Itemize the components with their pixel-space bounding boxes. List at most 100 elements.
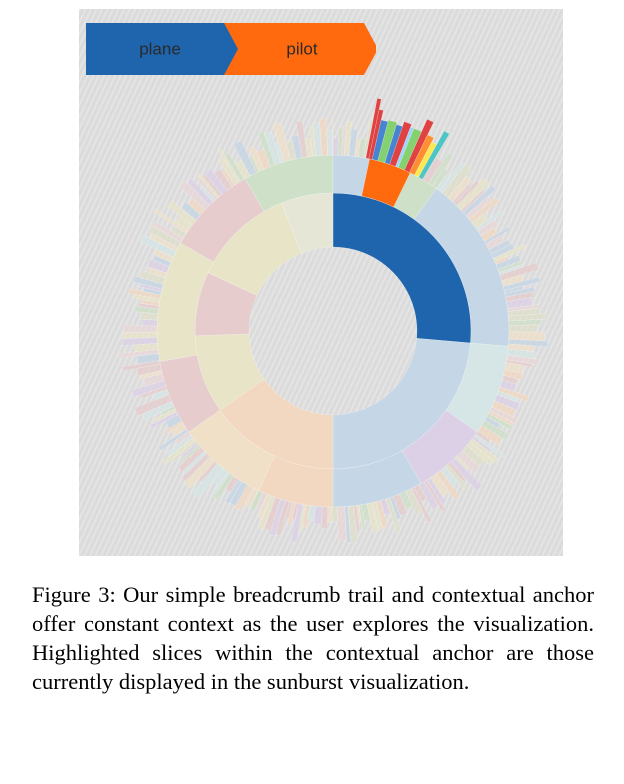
sunburst-ring3-slice[interactable] bbox=[139, 283, 163, 293]
sunburst-ring3-slice[interactable] bbox=[436, 174, 451, 192]
sunburst-ring3-slice[interactable] bbox=[380, 498, 391, 516]
sunburst-ring3-slice[interactable] bbox=[291, 502, 299, 520]
sunburst-ring3-slice[interactable] bbox=[491, 400, 516, 417]
sunburst-ring3-slice[interactable] bbox=[248, 145, 265, 172]
sunburst-ring3-slice[interactable] bbox=[348, 128, 358, 157]
sunburst-ring3-slice[interactable] bbox=[166, 434, 194, 457]
sunburst-ring3-slice[interactable] bbox=[313, 505, 323, 525]
sunburst-ring3-slice[interactable] bbox=[139, 270, 166, 285]
sunburst-ring3-slice[interactable] bbox=[204, 168, 228, 195]
sunburst-ring3-slice[interactable] bbox=[475, 430, 491, 443]
sunburst-ring3-slice[interactable] bbox=[170, 225, 187, 239]
sunburst-ring3-slice[interactable] bbox=[481, 419, 510, 441]
sunburst-ring3-slice[interactable] bbox=[337, 506, 347, 541]
sunburst-ring3-slice[interactable] bbox=[365, 98, 382, 159]
sunburst-ring3-slice[interactable] bbox=[508, 339, 549, 347]
sunburst-ring3-slice[interactable] bbox=[504, 286, 536, 298]
sunburst-ring3-slice[interactable] bbox=[174, 431, 192, 445]
sunburst-ring3-slice[interactable] bbox=[224, 479, 243, 504]
sunburst-ring3-slice[interactable] bbox=[504, 362, 525, 374]
sunburst-ring3-slice[interactable] bbox=[179, 180, 210, 211]
sunburst-ring3-slice[interactable] bbox=[212, 473, 235, 500]
sunburst-ring3-slice[interactable] bbox=[140, 370, 163, 380]
sunburst-ring3-slice[interactable] bbox=[454, 455, 470, 471]
sunburst-ring3-slice[interactable] bbox=[142, 373, 165, 387]
sunburst-ring3-slice[interactable] bbox=[298, 504, 307, 532]
sunburst-ring3-slice[interactable] bbox=[507, 304, 540, 312]
sunburst-ring3-slice[interactable] bbox=[505, 291, 535, 302]
sunburst-ring3-slice[interactable] bbox=[485, 234, 506, 250]
sunburst-ring3-slice[interactable] bbox=[153, 389, 170, 401]
sunburst-ring3-slice[interactable] bbox=[285, 501, 293, 519]
sunburst-ring3-slice[interactable] bbox=[269, 498, 286, 537]
sunburst-ring3-slice[interactable] bbox=[332, 137, 339, 156]
sunburst-ring3-slice[interactable] bbox=[490, 243, 515, 259]
sunburst-ring3-slice[interactable] bbox=[290, 503, 304, 543]
sunburst-ring3-slice[interactable] bbox=[477, 219, 499, 237]
sunburst-ring3-slice[interactable] bbox=[471, 213, 489, 229]
sunburst-ring3-slice[interactable] bbox=[218, 157, 239, 186]
sunburst-ring3-slice[interactable] bbox=[275, 500, 290, 536]
sunburst-ring3-slice[interactable] bbox=[462, 185, 497, 216]
sunburst-ring3-slice[interactable] bbox=[132, 294, 161, 303]
sunburst-ring3-slice[interactable] bbox=[418, 481, 439, 510]
sunburst-ring3-slice[interactable] bbox=[327, 506, 333, 523]
sunburst-ring3-slice[interactable] bbox=[326, 129, 333, 156]
sunburst-chart[interactable] bbox=[79, 9, 563, 556]
sunburst-ring3-slice[interactable] bbox=[488, 239, 511, 255]
sunburst-ring3-slice[interactable] bbox=[131, 380, 167, 398]
sunburst-ring3-slice[interactable] bbox=[385, 497, 402, 533]
sunburst-ring3-slice[interactable] bbox=[366, 502, 379, 533]
sunburst-ring3-slice[interactable] bbox=[134, 343, 159, 353]
sunburst-ring3-slice[interactable] bbox=[137, 302, 160, 310]
sunburst-ring3-slice[interactable] bbox=[170, 422, 187, 437]
sunburst-ring3-slice[interactable] bbox=[160, 405, 176, 416]
sunburst-ring3-slice[interactable] bbox=[356, 504, 362, 523]
sunburst-pilot-slice[interactable] bbox=[361, 158, 411, 208]
sunburst-ring3-slice[interactable] bbox=[368, 109, 384, 160]
sunburst-ring3-slice[interactable] bbox=[164, 414, 183, 429]
sunburst-ring3-slice[interactable] bbox=[274, 141, 285, 164]
sunburst-ring3-slice[interactable] bbox=[504, 285, 524, 294]
sunburst-ring3-slice[interactable] bbox=[456, 450, 481, 474]
sunburst-ring3-slice[interactable] bbox=[423, 479, 446, 513]
sunburst-ring3-slice[interactable] bbox=[263, 496, 281, 531]
sunburst-ring3-slice[interactable] bbox=[508, 324, 538, 333]
sunburst-ring3-slice[interactable] bbox=[162, 420, 184, 435]
sunburst-ring3-slice[interactable] bbox=[435, 470, 461, 501]
sunburst-ring3-slice[interactable] bbox=[320, 506, 329, 529]
sunburst-ring3-slice[interactable] bbox=[175, 215, 193, 232]
sunburst-ring3-slice[interactable] bbox=[465, 196, 492, 220]
sunburst-ring3-slice[interactable] bbox=[256, 148, 271, 170]
sunburst-ring3-slice[interactable] bbox=[147, 267, 168, 279]
sunburst-ring3-slice[interactable] bbox=[234, 484, 253, 511]
sunburst-ring3-slice[interactable] bbox=[384, 124, 403, 165]
sunburst-ring3-slice[interactable] bbox=[371, 119, 389, 162]
sunburst-ring3-slice[interactable] bbox=[447, 175, 473, 203]
sunburst-ring3-slice[interactable] bbox=[466, 441, 494, 466]
sunburst-ring3-slice[interactable] bbox=[197, 173, 220, 199]
sunburst-ring3-slice[interactable] bbox=[295, 120, 308, 158]
sunburst-ring3-slice[interactable] bbox=[377, 119, 398, 164]
sunburst-ring3-slice[interactable] bbox=[493, 243, 527, 262]
sunburst-ring3-slice[interactable] bbox=[503, 276, 541, 291]
sunburst-ring3-slice[interactable] bbox=[358, 504, 366, 531]
sunburst-ring3-slice[interactable] bbox=[140, 311, 159, 321]
sunburst-ring3-slice[interactable] bbox=[123, 324, 158, 333]
sunburst-ring3-slice[interactable] bbox=[319, 118, 328, 156]
sunburst-ring3-slice[interactable] bbox=[134, 394, 172, 417]
sunburst-ring3-slice[interactable] bbox=[264, 132, 282, 166]
sunburst-ring3-slice[interactable] bbox=[399, 491, 413, 510]
sunburst-ring3-slice[interactable] bbox=[506, 297, 533, 309]
sunburst-ring3-slice[interactable] bbox=[234, 159, 251, 180]
sunburst-ring3-slice[interactable] bbox=[272, 121, 291, 163]
sunburst-ring3-slice[interactable] bbox=[505, 359, 533, 368]
sunburst-ring3-slice[interactable] bbox=[177, 446, 205, 473]
sunburst-ring3-slice[interactable] bbox=[461, 445, 486, 468]
sunburst-ring3-slice[interactable] bbox=[302, 504, 310, 528]
sunburst-ring3-slice[interactable] bbox=[354, 138, 361, 158]
sunburst-ring3-slice[interactable] bbox=[353, 505, 361, 532]
sunburst-ring3-slice[interactable] bbox=[152, 220, 184, 243]
sunburst-ring3-slice[interactable] bbox=[488, 410, 514, 427]
sunburst-ring3-slice[interactable] bbox=[501, 274, 524, 287]
